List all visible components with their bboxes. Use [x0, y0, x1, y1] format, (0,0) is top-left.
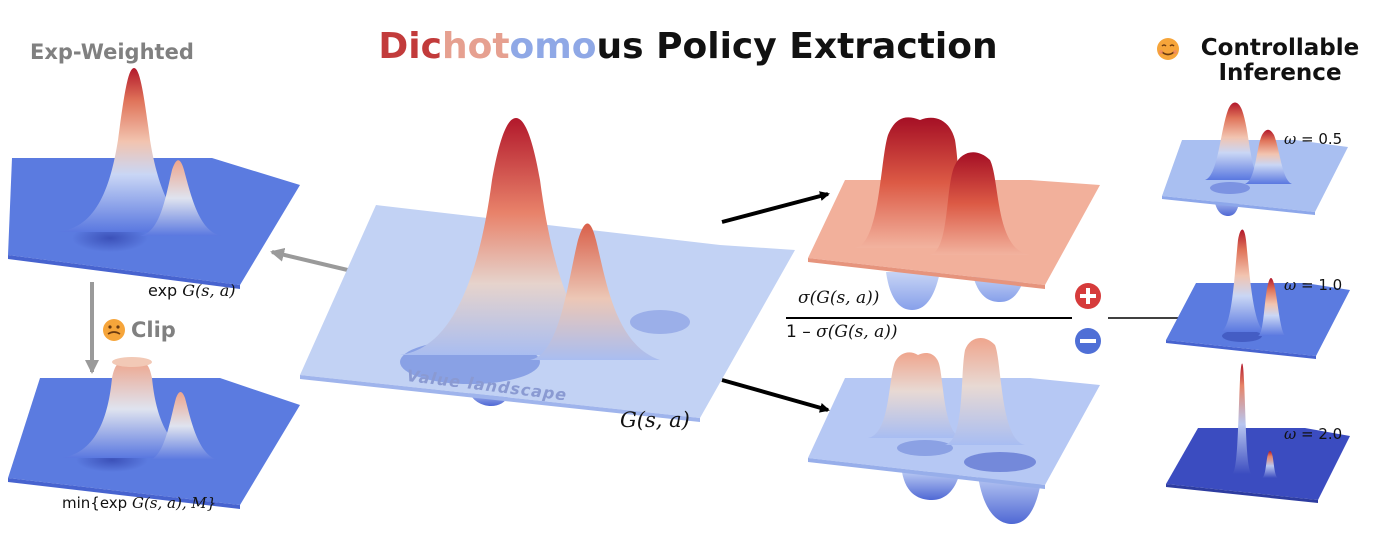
omega-label-1-0: ω = 1.0: [1284, 276, 1343, 294]
title-segment-black: us Policy Extraction: [596, 26, 998, 67]
inference-surface-0-5: [1162, 102, 1348, 216]
clip-caption: min{exp G(s, a), M}: [62, 494, 217, 512]
inference-surface-2-0: [1166, 363, 1350, 503]
positive-surface: [808, 117, 1100, 310]
value-caption: G(s, a): [620, 408, 690, 432]
smiling-face-icon: [1157, 38, 1179, 60]
exp-small-peak: [140, 160, 222, 236]
title-segment-blue: omo: [509, 26, 597, 67]
center-small-peak: [530, 223, 660, 360]
arrow-center-to-exp: [270, 247, 357, 274]
grimacing-face-icon: [103, 319, 125, 341]
clipped-surface: [8, 357, 300, 509]
plus-circle-icon: [1075, 283, 1101, 309]
title-segment-red: Dic: [378, 26, 442, 67]
center-big-peak: [400, 118, 620, 355]
controllable-inference-header: Controllable Inference: [1200, 35, 1360, 86]
title-segment-pink: hot: [441, 26, 510, 67]
exp-weighted-header: Exp-Weighted: [30, 40, 194, 64]
clip-peak-2: [150, 392, 218, 460]
inference-plane-2-0: [1166, 428, 1350, 500]
arrow-to-positive: [721, 191, 830, 224]
negative-peak-1: [868, 352, 962, 438]
minus-circle-icon: [1075, 328, 1101, 354]
positive-peak-2: [930, 152, 1030, 255]
inference-plane-1-0: [1166, 283, 1350, 356]
omega-label-2-0: ω = 2.0: [1284, 425, 1343, 443]
negative-surface: [808, 337, 1100, 524]
clip-label: Clip: [131, 318, 176, 342]
negative-peak-2: [945, 337, 1025, 445]
negative-plane: [808, 378, 1100, 485]
exp-caption: exp G(s, a): [148, 281, 236, 300]
inference-surface-1-0: [1166, 229, 1350, 359]
page-title: Dichotomous Policy Extraction: [0, 26, 1376, 67]
positive-peak-1: [855, 117, 975, 248]
value-landscape-surface: [300, 118, 795, 422]
arrow-to-negative: [721, 378, 830, 413]
omega-label-0-5: ω = 0.5: [1284, 130, 1343, 148]
positive-formula: σ(G(s, a)): [798, 288, 880, 308]
exp-tall-peak: [55, 68, 200, 232]
exp-weighted-surface: [8, 68, 300, 289]
negative-formula: 1 – σ(G(s, a)): [786, 322, 898, 342]
